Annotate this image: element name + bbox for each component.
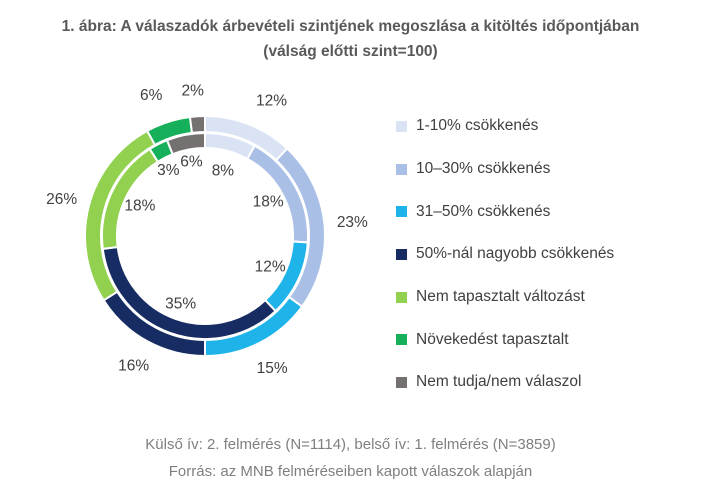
inner-label-3: 12% — [255, 259, 286, 276]
legend-swatch — [396, 376, 407, 388]
outer-label-3: 15% — [257, 360, 288, 377]
outer-label-7: 2% — [182, 82, 205, 99]
legend-label: 10–30% csökkenés — [416, 160, 551, 178]
legend-item-4: 50%-nál nagyobb csökkenés — [396, 233, 696, 276]
inner-label-6: 3% — [157, 162, 180, 179]
legend-label: Nem tudja/nem válaszol — [416, 373, 582, 391]
legend-label: 31–50% csökkenés — [416, 202, 551, 220]
outer-label-6: 6% — [140, 87, 163, 104]
ring-note: Külső ív: 2. felmérés (N=1114), belső ív… — [145, 436, 556, 453]
outer-label-2: 23% — [337, 214, 368, 231]
legend-label: Növekedést tapasztalt — [416, 330, 569, 348]
legend-swatch — [396, 163, 407, 175]
legend-swatch — [396, 334, 407, 346]
legend-item-5: Nem tapasztalt változást — [396, 276, 696, 319]
legend-label: 50%-nál nagyobb csökkenés — [416, 245, 615, 263]
legend-item-7: Nem tudja/nem válaszol — [396, 361, 696, 404]
inner-label-7: 6% — [180, 153, 203, 170]
outer-label-1: 12% — [256, 92, 287, 109]
legend-item-1: 1-10% csökkenés — [396, 105, 696, 148]
inner-ring — [101, 131, 309, 340]
inner-label-5: 18% — [124, 197, 155, 214]
legend-swatch — [396, 206, 407, 218]
inner-slice-7 — [165, 131, 206, 156]
legend: 1-10% csökkenés 10–30% csökkenés 31–50% cs… — [396, 105, 696, 404]
legend-swatch — [396, 291, 407, 303]
data-labels: 12%23%15%16%26%6% 2%8%18%12%35%18%3%6% — [46, 82, 368, 377]
chart-title-line1: 1. ábra: A válaszadók árbevételi szintjé… — [61, 18, 640, 35]
outer-ring — [84, 114, 326, 358]
legend-swatch — [396, 248, 407, 260]
outer-label-4: 16% — [118, 358, 149, 375]
inner-label-4: 35% — [165, 296, 196, 313]
inner-label-1: 8% — [212, 162, 235, 179]
legend-label: Nem tapasztalt változást — [416, 288, 585, 306]
legend-item-2: 10–30% csökkenés — [396, 148, 696, 191]
outer-label-5: 26% — [46, 191, 77, 208]
source-note: Forrás: az MNB felméréseiben kapott vála… — [168, 463, 533, 480]
inner-label-2: 18% — [253, 193, 284, 210]
outer-slice-7 — [188, 114, 206, 134]
chart-title-line2: (válság előtti szint=100) — [263, 43, 438, 60]
legend-item-6: Növekedést tapasztalt — [396, 318, 696, 361]
legend-item-3: 31–50% csökkenés — [396, 190, 696, 233]
legend-label: 1-10% csökkenés — [416, 117, 539, 135]
legend-swatch — [396, 120, 407, 132]
chart-title: 1. ábra: A válaszadók árbevételi szintjé… — [0, 14, 701, 64]
